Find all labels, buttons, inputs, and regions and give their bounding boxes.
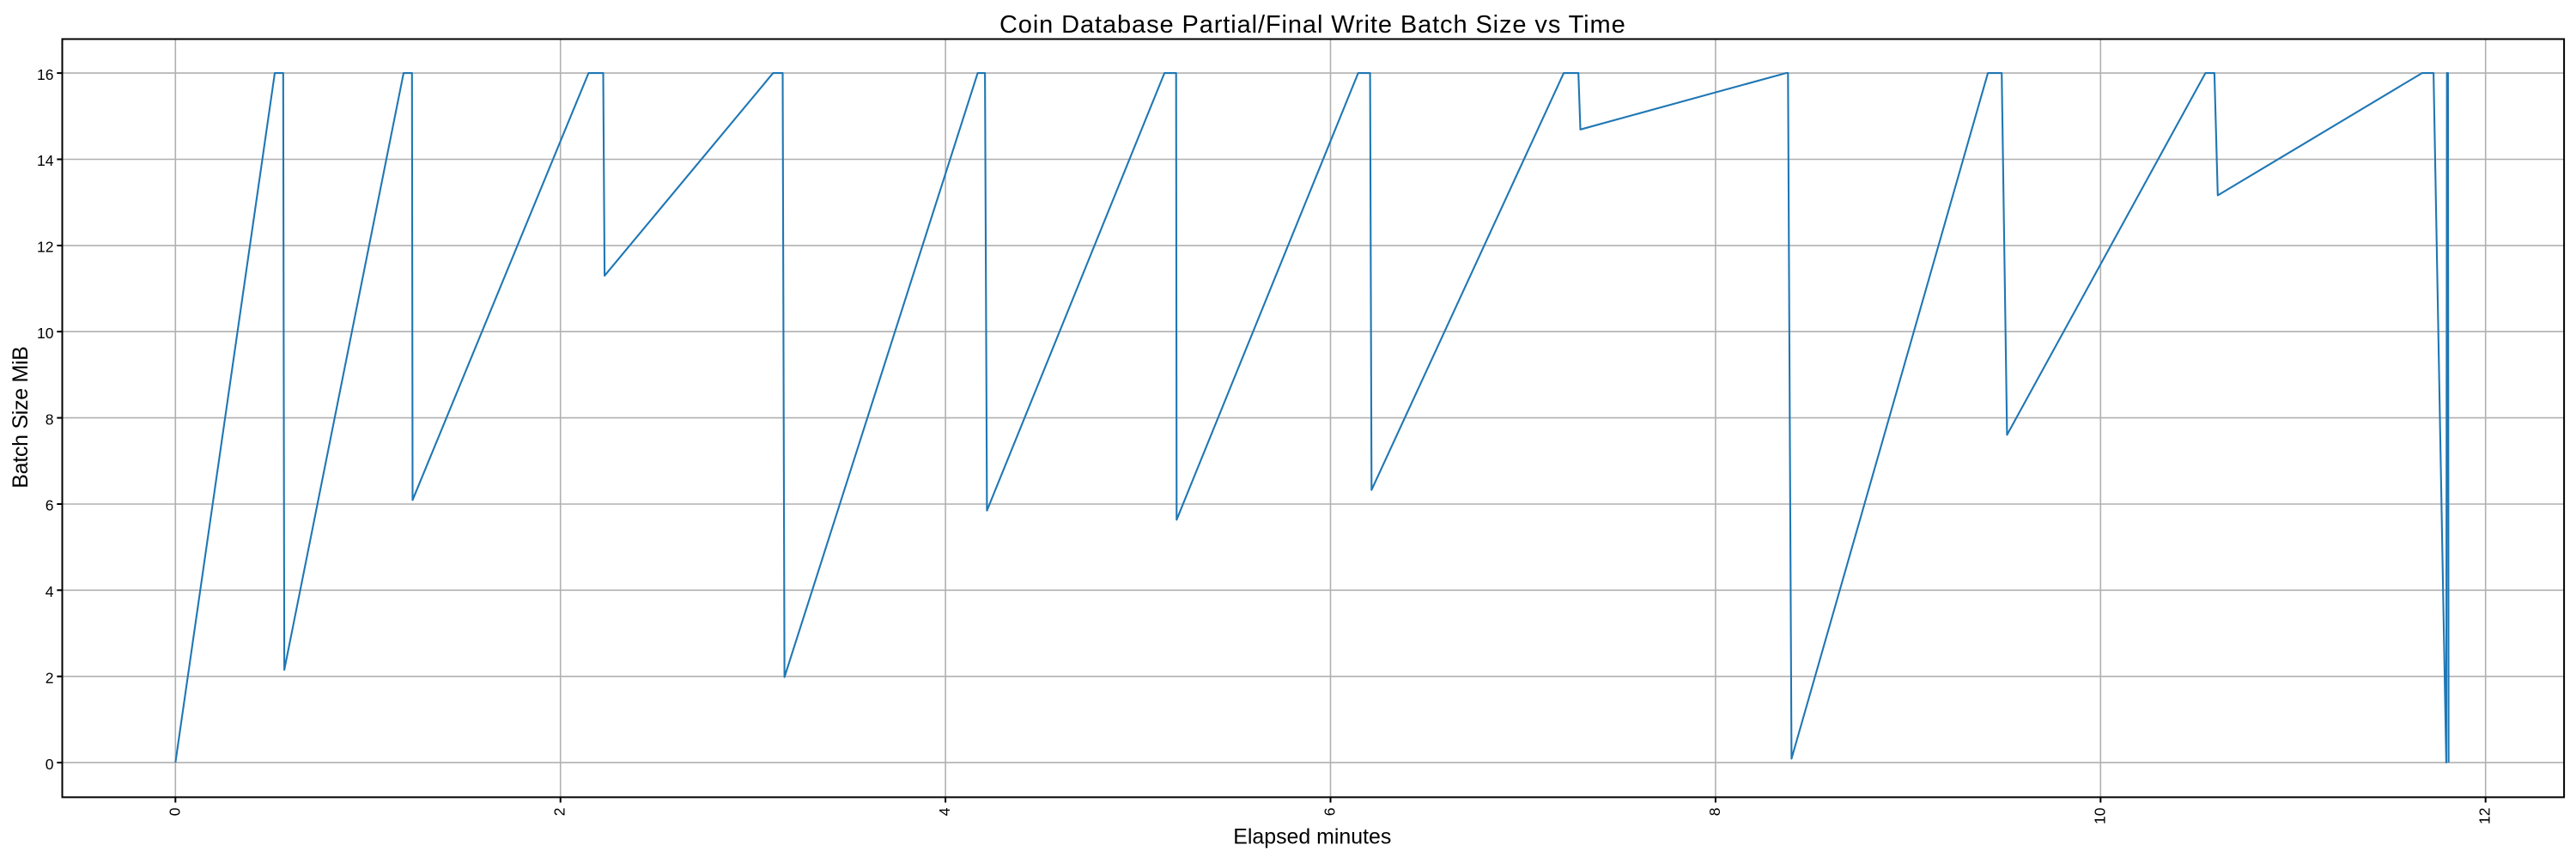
svg-text:6: 6 <box>46 497 54 514</box>
svg-text:Elapsed minutes: Elapsed minutes <box>1233 825 1391 849</box>
svg-text:10: 10 <box>2091 807 2108 824</box>
svg-text:2: 2 <box>46 669 54 686</box>
svg-text:Coin Database Partial/Final Wr: Coin Database Partial/Final Write Batch … <box>999 11 1626 39</box>
svg-text:8: 8 <box>1706 808 1723 817</box>
svg-text:2: 2 <box>551 808 568 817</box>
svg-text:16: 16 <box>37 66 53 83</box>
svg-text:4: 4 <box>46 583 54 600</box>
svg-text:4: 4 <box>936 807 953 816</box>
svg-text:14: 14 <box>37 152 54 169</box>
svg-text:8: 8 <box>46 410 54 428</box>
svg-text:10: 10 <box>37 325 54 342</box>
svg-text:6: 6 <box>1321 808 1339 817</box>
svg-text:12: 12 <box>2476 808 2494 824</box>
svg-text:0: 0 <box>46 756 54 773</box>
svg-text:Batch Size MiB: Batch Size MiB <box>9 346 33 488</box>
svg-text:12: 12 <box>37 239 53 256</box>
svg-text:0: 0 <box>166 807 183 816</box>
